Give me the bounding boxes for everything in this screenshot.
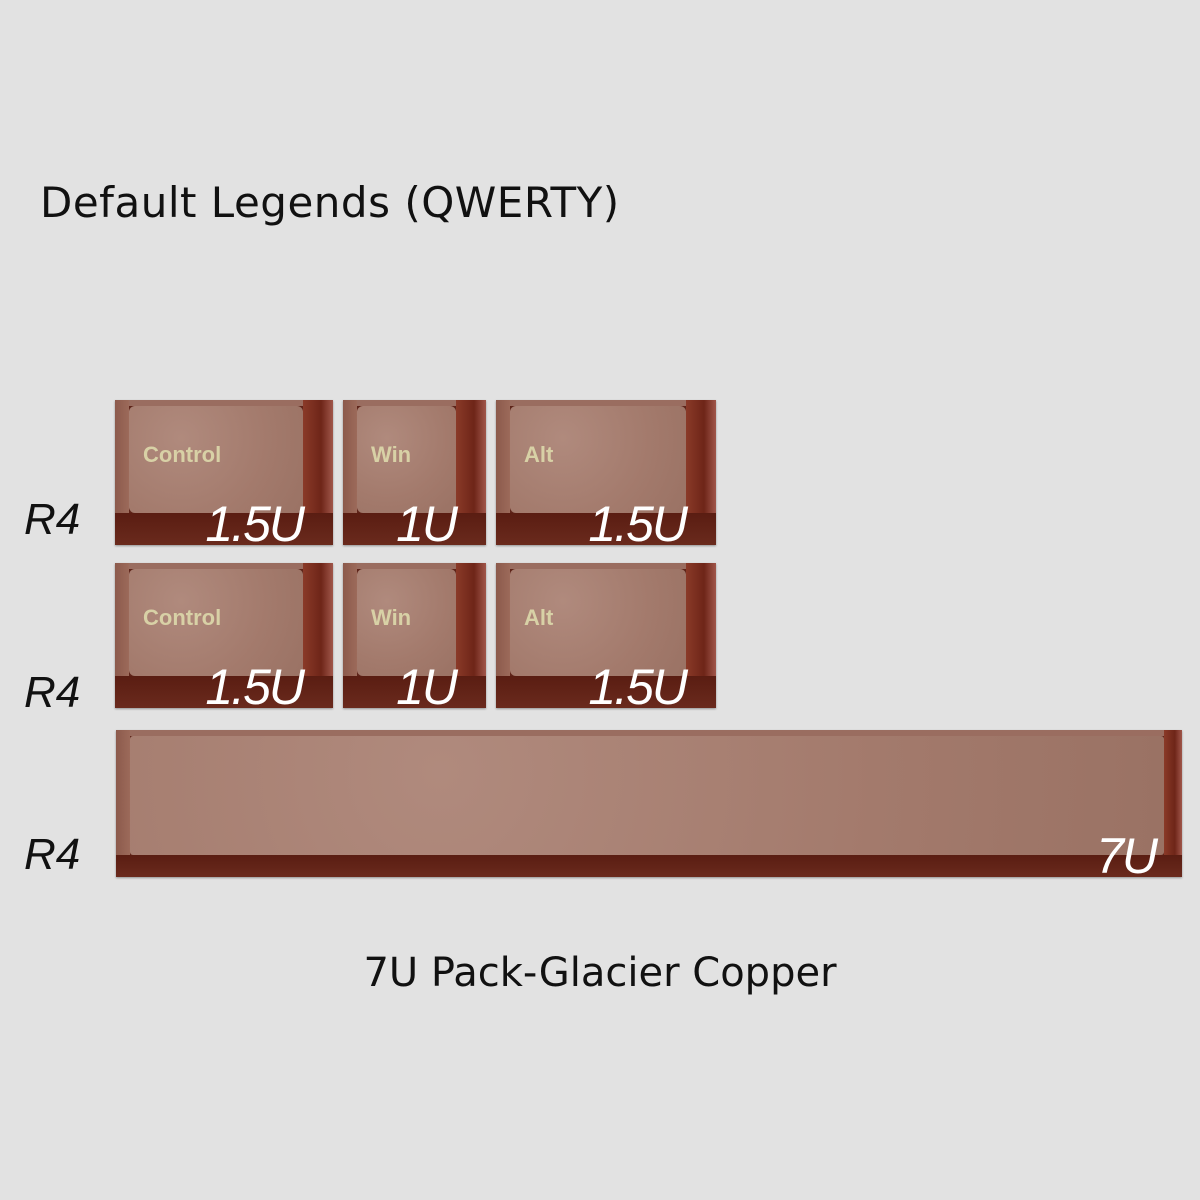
keycap-win: Win 1U [343, 400, 486, 545]
keycap-size: 1U [396, 496, 458, 545]
keycap-legend: Control [143, 605, 222, 630]
row-profile-label: R4 [24, 495, 81, 544]
keycap-size: 7U [1096, 828, 1158, 877]
keycap-control: Control 1.5U [115, 563, 333, 708]
keycap-legend: Alt [524, 442, 554, 467]
row-profile-label: R4 [24, 830, 81, 879]
keycap-size: 1.5U [588, 659, 688, 708]
keycap-size: 1U [396, 659, 458, 708]
keycap-legend: Control [143, 442, 222, 467]
keycap-size: 1.5U [205, 496, 305, 545]
keycap-size: 1.5U [205, 659, 305, 708]
keycap-alt: Alt 1.5U [496, 400, 716, 545]
keycap-spacebar: 7U [116, 730, 1182, 877]
product-caption: 7U Pack-Glacier Copper [363, 950, 837, 996]
row-profile-label: R4 [24, 668, 81, 717]
keycap-legend: Alt [524, 605, 554, 630]
keycap-control: Control 1.5U [115, 400, 333, 545]
keycap-legend: Win [371, 442, 412, 467]
keycap-size: 1.5U [588, 496, 688, 545]
keycap-win: Win 1U [343, 563, 486, 708]
keycap-alt: Alt 1.5U [496, 563, 716, 708]
keycap-legend: Win [371, 605, 412, 630]
page-title: Default Legends (QWERTY) [40, 178, 620, 227]
